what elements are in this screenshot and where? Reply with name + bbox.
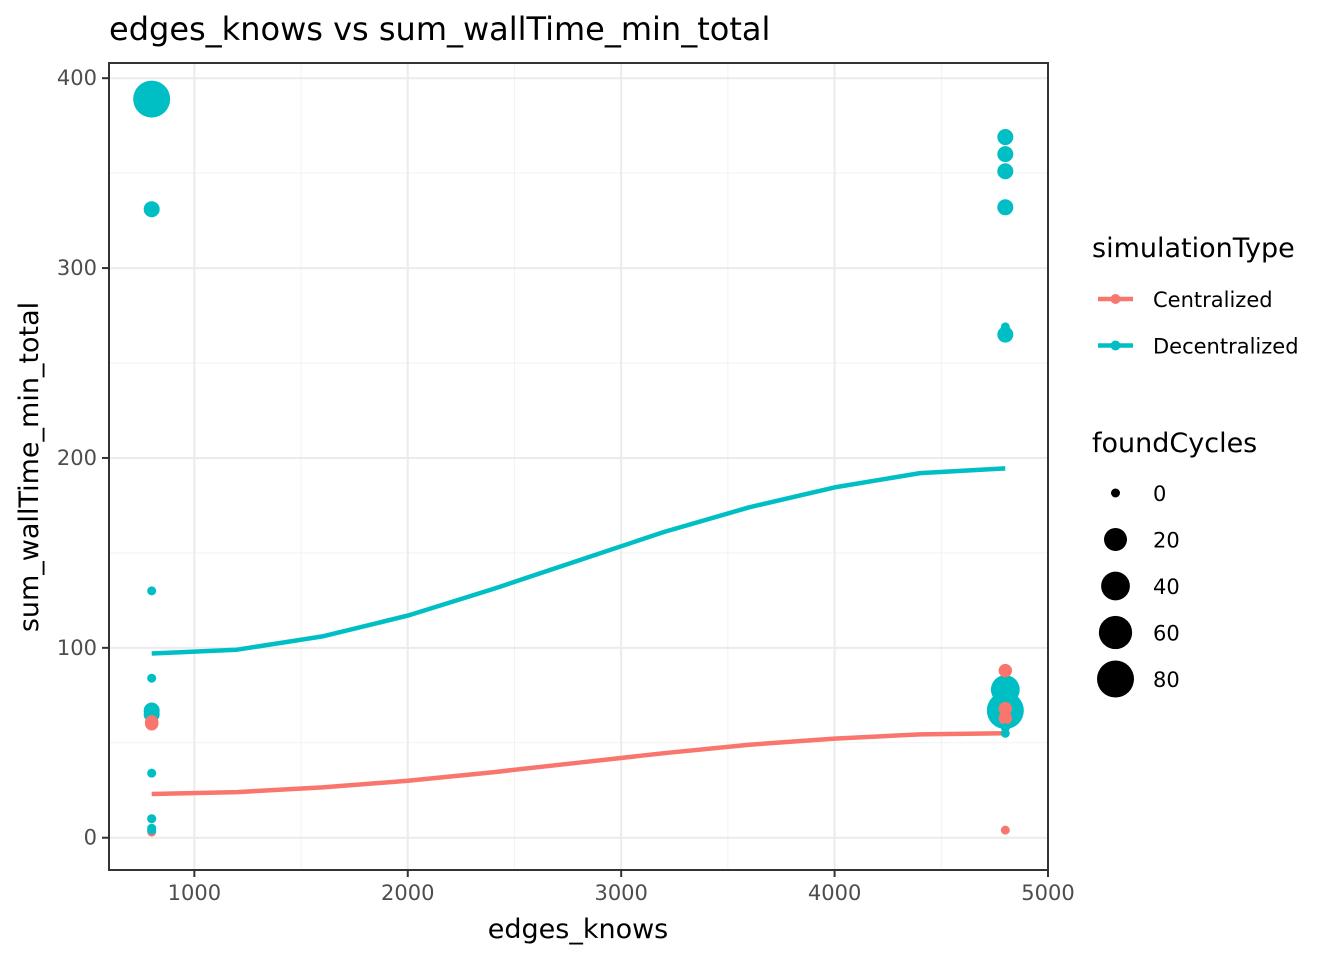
- data-point-decentralized: [147, 814, 157, 824]
- data-point-centralized: [1000, 825, 1010, 835]
- size-legend: foundCycles 0 20 40 60 80: [1092, 428, 1257, 698]
- y-axis-ticks: 0 100 200 300 400: [57, 66, 109, 850]
- x-tick-label: 2000: [381, 881, 434, 905]
- plot-panel: [109, 63, 1048, 870]
- legend-key-point: [1110, 294, 1121, 304]
- x-axis-title: edges_knows: [488, 914, 668, 945]
- trend-line-centralized: [151, 731, 1006, 797]
- size-legend-label: 60: [1153, 622, 1180, 646]
- data-point-decentralized: [997, 129, 1014, 146]
- x-tick-label: 4000: [808, 881, 861, 905]
- data-point-decentralized: [997, 146, 1014, 163]
- x-tick-label: 5000: [1021, 881, 1074, 905]
- x-tick-label: 1000: [168, 881, 221, 905]
- size-legend-key: [1101, 571, 1130, 601]
- x-axis-ticks: 1000 2000 3000 4000 5000: [168, 870, 1075, 905]
- data-point-decentralized: [1000, 322, 1010, 332]
- y-tick-label: 300: [57, 256, 97, 280]
- y-tick-label: 100: [57, 636, 97, 660]
- data-point-centralized: [144, 717, 159, 731]
- legend-label: Centralized: [1153, 288, 1273, 312]
- data-points: [133, 80, 1024, 837]
- data-point-decentralized: [147, 586, 157, 596]
- size-legend-label: 40: [1153, 575, 1180, 599]
- data-point-decentralized: [133, 80, 171, 118]
- trend-lines: [151, 466, 1006, 797]
- legend-label: Decentralized: [1153, 335, 1299, 359]
- color-legend-title: simulationType: [1092, 233, 1295, 264]
- panel-border: [108, 62, 1049, 871]
- size-legend-label: 0: [1153, 482, 1166, 506]
- data-point-decentralized: [147, 673, 157, 683]
- size-legend-key: [1097, 660, 1134, 698]
- plot-frame: [108, 62, 1049, 871]
- data-point-decentralized: [143, 201, 160, 218]
- x-tick-label: 3000: [594, 881, 647, 905]
- plot-area: [109, 63, 1048, 870]
- size-legend-key: [1104, 528, 1127, 551]
- color-legend: simulationType Centralized Decentralized: [1092, 233, 1299, 359]
- data-point-centralized: [998, 663, 1013, 678]
- data-point-decentralized: [147, 825, 157, 835]
- data-point-centralized: [998, 711, 1013, 725]
- size-legend-label: 80: [1153, 668, 1180, 692]
- y-tick-label: 200: [57, 446, 97, 470]
- size-legend-label: 20: [1153, 529, 1180, 553]
- data-point-decentralized: [997, 199, 1014, 216]
- y-tick-label: 400: [57, 66, 97, 90]
- trend-line-decentralized: [151, 466, 1006, 656]
- data-point-decentralized: [1000, 728, 1010, 738]
- data-point-decentralized: [997, 326, 1014, 343]
- y-axis-title: sum_wallTime_min_total: [14, 302, 45, 632]
- data-point-decentralized: [997, 163, 1014, 180]
- y-tick-label: 0: [84, 826, 97, 850]
- size-legend-key: [1098, 615, 1133, 650]
- grid-lines: [109, 63, 1049, 870]
- size-legend-title: foundCycles: [1092, 428, 1257, 459]
- size-legend-key: [1111, 488, 1120, 498]
- legend-key-point: [1110, 340, 1121, 351]
- chart-title: edges_knows vs sum_wallTime_min_total: [109, 10, 770, 48]
- data-point-decentralized: [990, 675, 1020, 705]
- data-point-centralized: [998, 701, 1013, 716]
- data-point-decentralized: [147, 768, 157, 778]
